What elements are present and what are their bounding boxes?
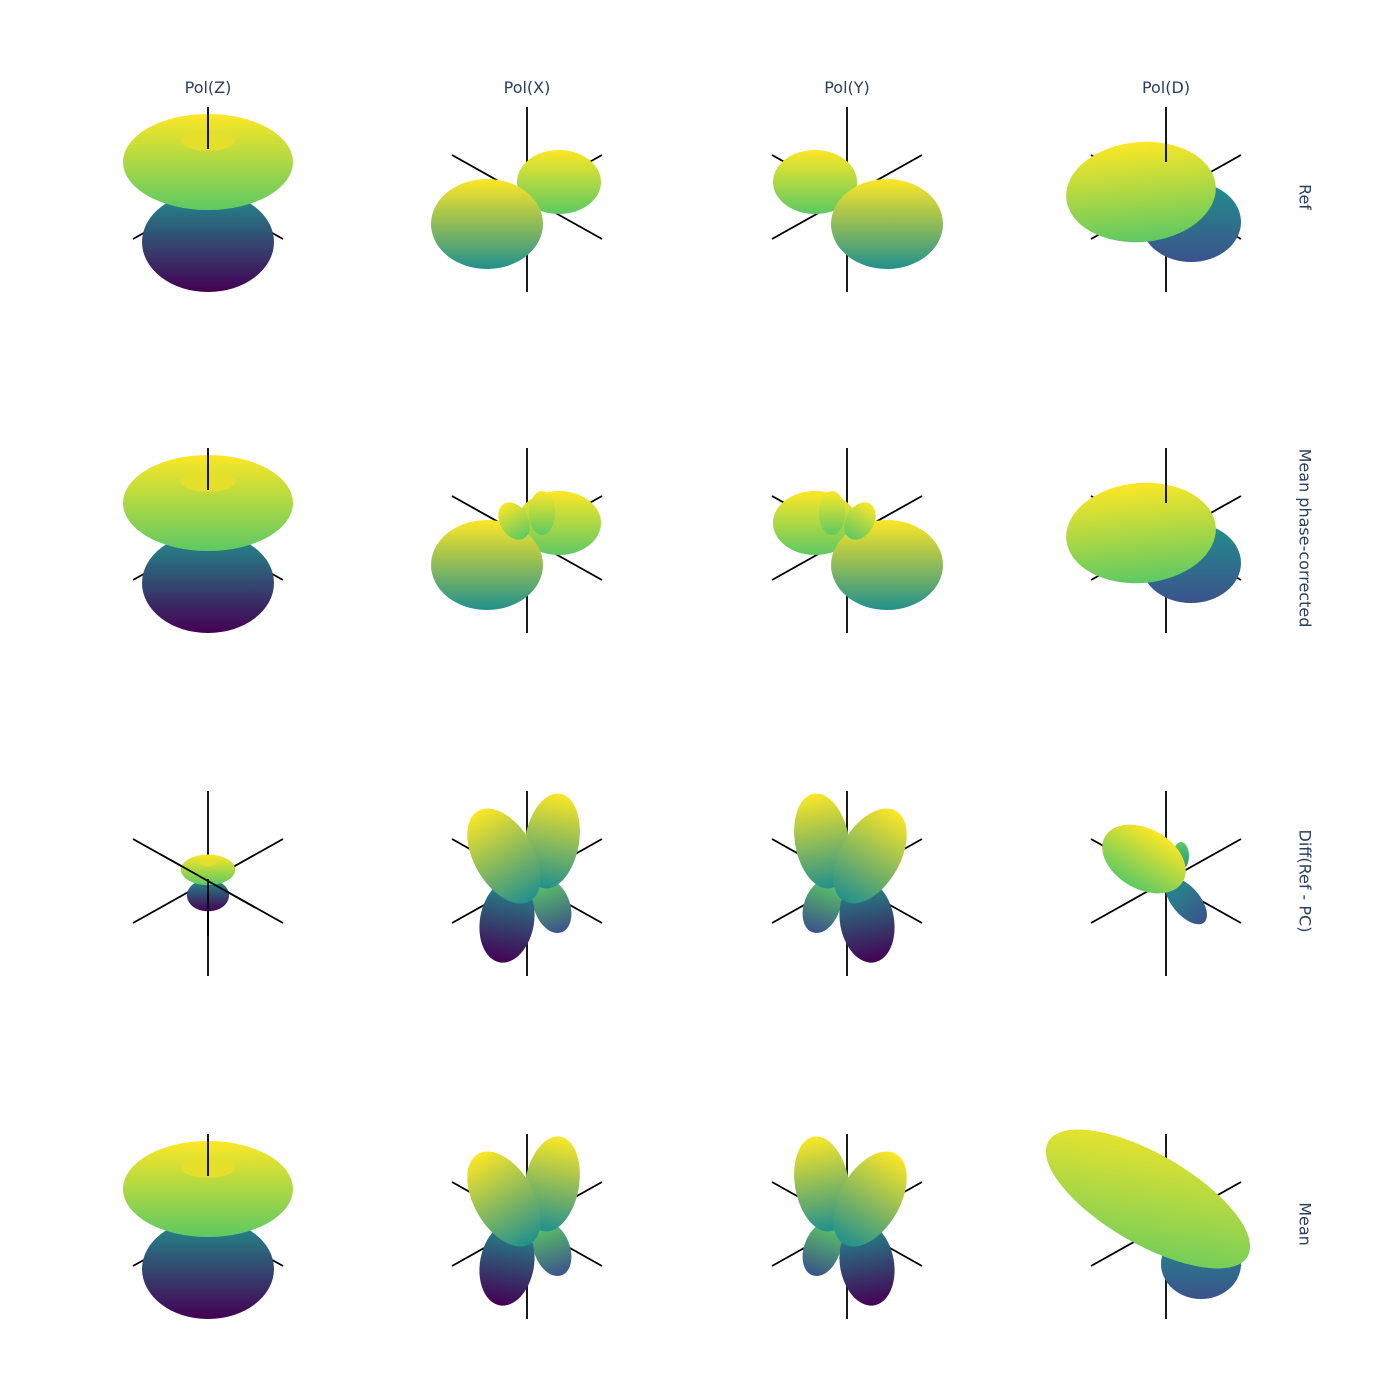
back-lobe: [517, 150, 601, 214]
surface-plot: [123, 1134, 293, 1319]
subplot-r1-c4: [1016, 47, 1316, 347]
surface-plot: [1066, 448, 1242, 633]
upper-torus: [123, 1141, 293, 1237]
surface-plot: [771, 791, 923, 976]
front-lobe: [831, 179, 943, 269]
subplot-r2-c2: [377, 388, 677, 688]
subplot-r4-c1: [58, 1074, 358, 1374]
surface-plot: [123, 448, 293, 633]
front-lobe: [831, 520, 943, 610]
surface-plot: [771, 448, 943, 633]
back-lobe: [773, 150, 857, 214]
column-title-pol-z: Pol(Z): [184, 78, 232, 97]
subplot-r1-c2: [377, 47, 677, 347]
surface-plot: [431, 448, 603, 633]
lower-lobe-back: [532, 878, 572, 934]
surface-plot: [451, 1134, 603, 1319]
surface-plot: [771, 1134, 923, 1319]
subplot-r3-c3: [697, 731, 997, 1031]
small-lobe-b: [529, 491, 555, 535]
upper-lobe-front: [833, 808, 907, 904]
surface-plot: [1045, 1129, 1251, 1319]
upper-lobe-front: [467, 808, 541, 904]
surface-plot: [132, 791, 284, 976]
column-title-pol-d: Pol(D): [1141, 78, 1191, 97]
subplot-r1-c3: [697, 47, 997, 347]
subplot-r2-c4: [1016, 388, 1316, 688]
lower-lobe: [142, 192, 274, 292]
subplot-r4-c2: [377, 1074, 677, 1374]
surface-plot: [1090, 791, 1242, 976]
back-lobe: [1165, 877, 1207, 925]
subplot-r1-c1: [58, 47, 358, 347]
small-lobe-b: [819, 491, 845, 535]
column-title-pol-x: Pol(X): [503, 78, 551, 97]
surface-plot: [771, 107, 943, 292]
axis-front: [159, 853, 257, 936]
subplot-r3-c1: [58, 731, 358, 1031]
column-title-pol-y: Pol(Y): [824, 78, 870, 97]
lower-lobe: [142, 1219, 274, 1319]
main-lobe: [1045, 1129, 1251, 1269]
subplot-r2-c3: [697, 388, 997, 688]
subplot-r3-c4: [1016, 731, 1316, 1031]
main-lobe: [1066, 141, 1216, 243]
upper-torus: [180, 854, 236, 886]
main-lobe: [1102, 824, 1186, 894]
lower-lobe-back: [802, 878, 842, 934]
upper-lobe-front: [833, 1151, 907, 1247]
surface-plot: [451, 791, 603, 976]
surface-plot: [1066, 107, 1242, 292]
lower-lobe-back: [532, 1221, 572, 1277]
lower-lobe-back: [802, 1221, 842, 1277]
subplot-r3-c2: [377, 731, 677, 1031]
small-lobe-a: [498, 502, 530, 540]
small-lobe-a: [844, 502, 876, 540]
subplot-r2-c1: [58, 388, 358, 688]
lower-lobe: [142, 533, 274, 633]
subplot-r4-c4: [1016, 1074, 1316, 1374]
surface-plot: [431, 107, 603, 292]
upper-lobe-front: [467, 1151, 541, 1247]
surface-plot: [123, 107, 293, 292]
front-lobe: [431, 179, 543, 269]
main-lobe: [1066, 482, 1216, 584]
subplot-r4-c3: [697, 1074, 997, 1374]
front-lobe: [431, 520, 543, 610]
